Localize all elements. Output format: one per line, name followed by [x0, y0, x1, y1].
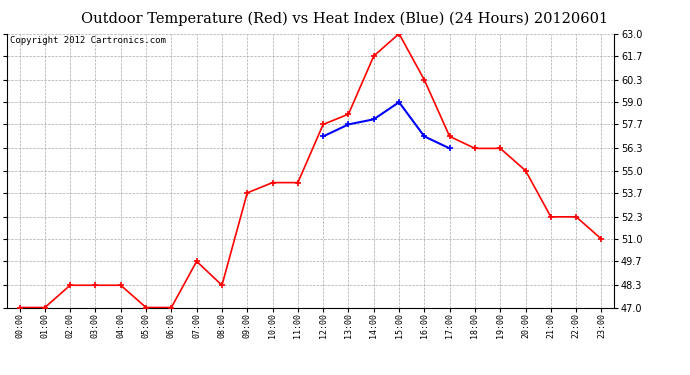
- Text: Copyright 2012 Cartronics.com: Copyright 2012 Cartronics.com: [10, 36, 166, 45]
- Text: Outdoor Temperature (Red) vs Heat Index (Blue) (24 Hours) 20120601: Outdoor Temperature (Red) vs Heat Index …: [81, 11, 609, 26]
